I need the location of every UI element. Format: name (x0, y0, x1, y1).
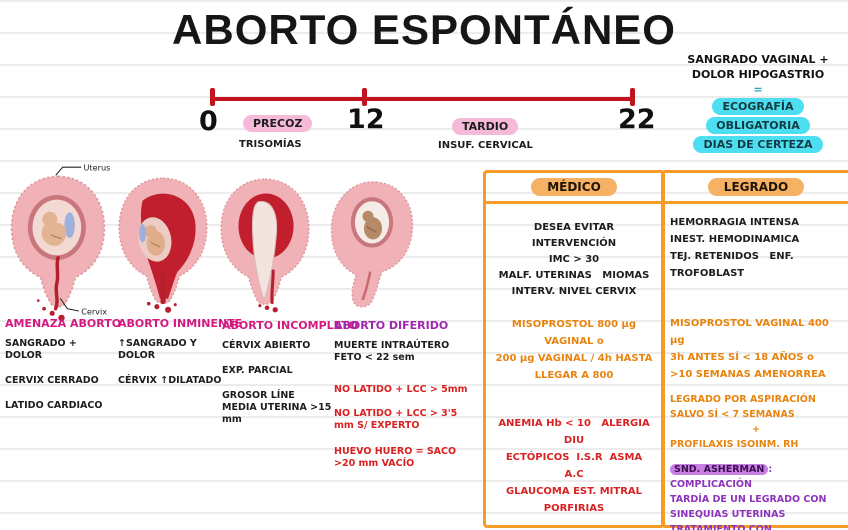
medico-indications-section: DESEA EVITAR INTERVENCIÓN IMC > 30 MALF.… (486, 220, 662, 300)
note-line: 200 μg VAGINAL / 4h HASTA (495, 353, 653, 364)
sidebar-note-ecografia: SANGRADO VAGINAL + DOLOR HIPOGASTRIO = E… (672, 52, 844, 154)
fetus-icon (144, 225, 166, 256)
note-line: DOLOR HIPOGASTRIO (691, 68, 825, 81)
highlight-badge: DIAS DE CERTEZA (693, 136, 823, 153)
legrado-treatment-box: LEGRADO HEMORRAGIA INTENSA INEST. HEMODI… (661, 170, 848, 530)
cervix-label: Cervix (81, 307, 107, 317)
note-line: TEJ. RETENIDOS ENF. TROFOBLAST (670, 251, 798, 279)
note-line: CÉRVIX ABIERTO (222, 340, 311, 351)
note-line: ECTÓPICOS I.S.R ASMA A.C (505, 452, 653, 480)
timeline-tick-12 (362, 88, 367, 106)
uterus-figure-amenaza: Uterus Cervix (0, 160, 116, 324)
blood-icon (258, 269, 278, 313)
uterus-figure-diferido (316, 174, 428, 316)
timeline-sub-insuf-cervical: INSUF. CERVICAL (438, 140, 533, 151)
legrado-misoprostol-section: MISOPROSTOL VAGINAL 400 μg 3h ANTES SÍ <… (664, 315, 848, 383)
uterus-incompleto-drawing (220, 178, 310, 313)
note-line: PROFILAXIS ISOINM. RH (670, 439, 799, 450)
uterus-inminente-drawing (118, 177, 208, 313)
column-aborto-inminente: ABORTO INMINENTE ↑SANGRADO Y DOLOR CÉRVI… (118, 317, 243, 400)
note-line: SALVO SÍ < 7 SEMANAS (670, 409, 795, 420)
note-line: DESEA EVITAR INTERVENCIÓN (531, 222, 618, 249)
highlight-badge: ECOGRAFÍA (712, 98, 804, 115)
equals-sign: = (753, 83, 763, 96)
note-line: SANGRADO + DOLOR (5, 338, 81, 361)
legrado-aspiracion-section: LEGRADO POR ASPIRACIÓN SALVO SÍ < 7 SEMA… (664, 392, 848, 452)
note-line: ANEMIA Hb < 10 ALERGIA DIU (498, 418, 657, 446)
note-line: MALF. UTERINAS MIOMAS (498, 270, 650, 281)
note-line: ↑SANGRADO Y DOLOR (118, 338, 201, 361)
column-aborto-diferido: ABORTO DIFERIDO MUERTE INTRAÚTERO FETO <… (334, 319, 478, 480)
column-aborto-incompleto: ABORTO INCOMPLETO CÉRVIX ABIERTO EXP. PA… (222, 319, 359, 439)
timeline-pill-precoz: PRECOZ (243, 115, 313, 132)
note-line: SANGRADO VAGINAL + (687, 53, 829, 66)
note-line: MISOPROSTOL VAGINAL 400 μg (670, 318, 833, 346)
legrado-indications-section: HEMORRAGIA INTENSA INEST. HEMODINAMICA T… (664, 214, 848, 282)
legrado-asherman-section: SND. ASHERMAN: COMPLICACIÓN TARDÍA DE UN… (664, 462, 848, 530)
note-line: LEGRADO POR ASPIRACIÓN (670, 394, 816, 405)
note-line: NO LATIDO + LCC > 5mm (334, 384, 468, 395)
note-line: : COMPLICACIÓN (670, 464, 776, 490)
plus-sign: + (752, 424, 760, 435)
timeline-label-12: 12 (347, 104, 385, 135)
column-header: AMENAZA ABORTO (5, 317, 122, 330)
note-line: GLAUCOMA EST. MITRAL PORFIRIAS (505, 486, 646, 514)
medico-box-header: MÉDICO (486, 173, 662, 204)
medico-misoprostol-section: MISOPROSTOL 800 μg VAGINAL o 200 μg VAGI… (486, 316, 662, 384)
note-line: IMC > 30 (548, 254, 600, 265)
timeline-tick-0 (210, 88, 215, 106)
note-line: CERVIX CERRADO (5, 375, 99, 386)
note-line: NO LATIDO + LCC > 3'5 mm S/ EXPERTO (334, 408, 461, 431)
note-line: TARDÍA DE UN LEGRADO CON (670, 494, 827, 505)
note-line: CÉRVIX ↑DILATADO (118, 375, 222, 386)
uterus-figure-inminente (112, 168, 214, 320)
uterus-amenaza-drawing: Uterus Cervix (10, 163, 111, 322)
fetus-icon (41, 211, 67, 246)
note-line: MISOPROSTOL 800 μg VAGINAL o (511, 319, 640, 347)
timeline-label-22: 22 (618, 104, 656, 135)
note-line: EXP. PARCIAL (222, 365, 293, 376)
note-line: LLEGAR A 800 (534, 370, 614, 381)
column-header: ABORTO INCOMPLETO (222, 319, 359, 332)
medico-treatment-box: MÉDICO DESEA EVITAR INTERVENCIÓN IMC > 3… (483, 170, 665, 528)
note-line: SND. ASHERMAN: COMPLICACIÓN (670, 462, 842, 492)
column-amenaza-aborto: AMENAZA ABORTO SANGRADO + DOLOR CERVIX C… (5, 317, 122, 425)
legrado-header-label: LEGRADO (707, 178, 805, 196)
note-line: 3h ANTES SÍ < 18 AÑOS o (670, 352, 814, 363)
highlight-badge: OBLIGATORIA (706, 117, 810, 134)
retained-tissue-icon (251, 201, 278, 303)
note-line: TRATAMIENTO CON DESBRIDAMIENTO (670, 524, 772, 530)
note-line: GROSOR LÍNE MEDIA UTERINA >15 mm (222, 390, 335, 425)
timeline-sub-trisomias: TRISOMÍAS (239, 139, 302, 150)
timeline-tick-22 (630, 88, 635, 106)
note-line: MUERTE INTRAÚTERO FETO < 22 sem (334, 340, 453, 363)
uterus-label: Uterus (84, 163, 111, 173)
blood-icon (37, 255, 65, 322)
note-line: INTERV. NIVEL CERVIX (511, 286, 637, 297)
medico-header-label: MÉDICO (531, 178, 617, 196)
uterus-diferido-drawing (330, 181, 414, 308)
uterus-figure-incompleto (214, 170, 316, 320)
timeline-axis (212, 97, 635, 101)
column-header: ABORTO DIFERIDO (334, 319, 449, 332)
dead-fetus-icon (362, 210, 383, 240)
column-header: ABORTO INMINENTE (118, 317, 243, 330)
note-line: HEMORRAGIA INTENSA (670, 217, 799, 228)
medico-contraindications-section: ANEMIA Hb < 10 ALERGIA DIU ECTÓPICOS I.S… (486, 415, 662, 517)
note-line: HUEVO HUERO = SACO >20 mm VACÍO (334, 446, 460, 469)
note-line: >10 SEMANAS AMENORREA (670, 369, 826, 380)
blood-icon (146, 271, 177, 313)
note-line: LATIDO CARDIACO (5, 400, 103, 411)
note-line: SINEQUIAS UTERINAS (670, 509, 786, 520)
timeline-pill-tardio: TARDIO (452, 118, 519, 135)
note-line: INEST. HEMODINAMICA (670, 234, 800, 245)
asherman-highlight: SND. ASHERMAN (670, 464, 769, 475)
timeline-label-0: 0 (199, 106, 218, 137)
page-title: ABORTO ESPONTÁNEO (172, 6, 676, 53)
legrado-box-header: LEGRADO (664, 173, 848, 204)
